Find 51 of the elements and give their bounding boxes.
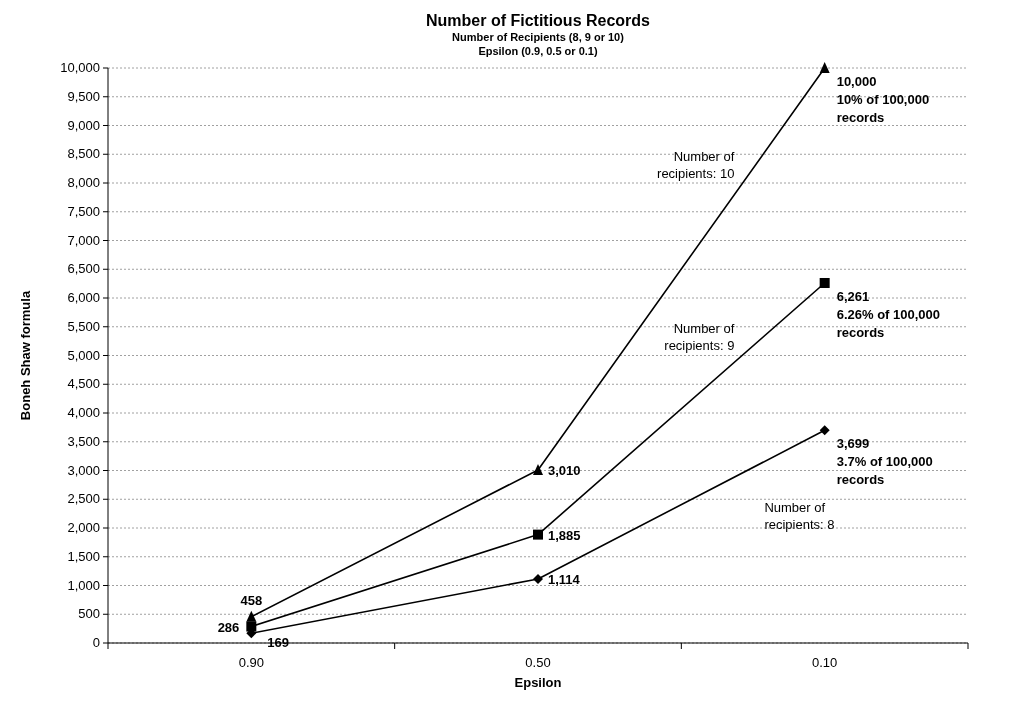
series-label: Number of recipients: 10: [657, 148, 735, 181]
point: [246, 621, 257, 632]
data-label: 1,885: [548, 527, 581, 543]
y-tick-label: 7,000: [67, 232, 100, 248]
y-tick-label: 4,500: [67, 376, 100, 392]
point: [819, 425, 830, 436]
x-tick-label: 0.50: [525, 655, 551, 670]
data-label: 6,261: [836, 288, 870, 304]
text: Number of recipients: 8: [764, 499, 835, 532]
annotation: 3.7% of 100,000 records: [836, 454, 933, 488]
y-axis-title: Boneh Shaw formula: [18, 290, 33, 421]
series-label: Number of recipients: 9: [664, 321, 735, 354]
y-tick-label: 2,500: [67, 491, 100, 507]
y-tick-label: 9,500: [67, 88, 100, 104]
point: [533, 529, 543, 540]
data-label: 10,000: [836, 74, 877, 89]
y-tick-label: 0: [92, 635, 100, 650]
chart-subtitle: Number of Recipients (8, 9 or 10) Epsilon (0.9, 0.5 or 0.1): [452, 31, 625, 57]
y-tick-label: 3,500: [67, 433, 100, 449]
y-tick-label: 4,000: [67, 405, 100, 420]
y-tick-label: 5,000: [67, 347, 100, 363]
x-axis-title: Epsilon: [514, 675, 562, 690]
y-tick-label: 7,500: [67, 203, 100, 219]
y-tick-label: 9,000: [67, 117, 100, 133]
y-tick-label: 3,000: [67, 462, 100, 478]
data-label: 3,699: [836, 436, 870, 452]
data-label: 1,114: [548, 571, 581, 587]
x-tick-label: 0.10: [812, 655, 838, 670]
annotation: 10% of 100,000 records: [836, 92, 930, 125]
point: [819, 277, 830, 288]
data-label: 458: [240, 592, 263, 608]
y-tick-label: 8,000: [67, 175, 100, 190]
annotation: 6.26% of 100,000 records: [836, 306, 941, 340]
y-tick-label: 1,500: [67, 548, 100, 564]
y-tick-label: 1,000: [67, 577, 100, 593]
point: [246, 610, 257, 622]
data-label: 286: [217, 619, 240, 635]
point: [533, 463, 543, 475]
point: [533, 573, 543, 584]
y-tick-label: 500: [78, 606, 100, 622]
y-tick-label: 2,000: [67, 520, 100, 535]
y-tick-label: 10,000: [60, 60, 100, 75]
chart-title: Number of Fictitious Records: [425, 12, 651, 29]
y-tick-label: 6,000: [67, 290, 100, 305]
data-label: 3,010: [548, 462, 581, 478]
data-label: 169: [267, 635, 290, 651]
y-tick-label: 6,500: [67, 261, 100, 277]
y-tick-label: 8,500: [67, 146, 100, 162]
y-tick-label: 5,500: [67, 318, 100, 334]
point: [819, 62, 830, 73]
x-tick-label: 0.90: [238, 655, 264, 670]
